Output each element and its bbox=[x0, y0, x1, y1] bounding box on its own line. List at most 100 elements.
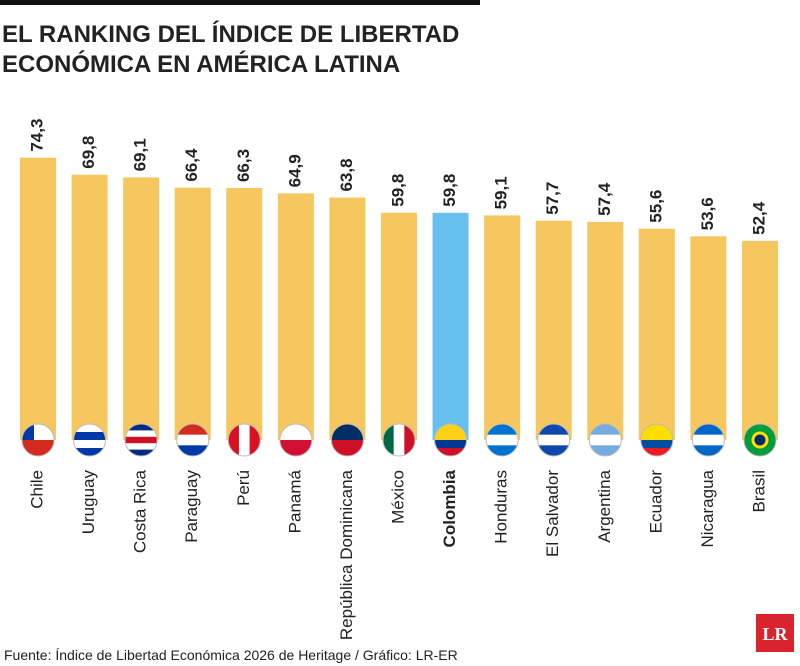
flag-border bbox=[330, 423, 364, 457]
flag-stripe bbox=[589, 445, 622, 456]
value-label: 63,8 bbox=[337, 158, 356, 191]
flag-stripe bbox=[331, 440, 364, 456]
flag-stripe bbox=[176, 445, 209, 456]
flag-border bbox=[279, 423, 313, 457]
bar bbox=[690, 236, 727, 440]
flag-stripe bbox=[125, 436, 158, 444]
flag-stripe bbox=[640, 432, 673, 441]
x-tick-label: Brasil bbox=[749, 470, 768, 513]
flag-stripe bbox=[404, 424, 415, 456]
flag-stripe bbox=[73, 448, 106, 456]
flag-stripe bbox=[125, 449, 158, 456]
flag-stripe bbox=[125, 443, 158, 451]
value-label: 57,4 bbox=[595, 182, 614, 216]
flag bbox=[331, 424, 364, 456]
bar bbox=[174, 187, 211, 440]
logo-box bbox=[756, 614, 794, 652]
bar bbox=[587, 221, 624, 440]
flag-stripe bbox=[589, 424, 622, 436]
x-tick-label: Colombia bbox=[440, 469, 459, 547]
flag-stripe bbox=[279, 424, 312, 441]
flag-stripe bbox=[382, 424, 395, 456]
flag-stripe bbox=[434, 448, 467, 456]
flag-stripe bbox=[486, 434, 519, 446]
bar bbox=[741, 240, 778, 440]
flag bbox=[279, 424, 312, 456]
flag-stripe bbox=[125, 424, 158, 431]
value-label: 59,8 bbox=[440, 174, 459, 207]
value-label: 57,7 bbox=[543, 182, 562, 215]
flag bbox=[589, 424, 622, 456]
x-tick-label: Uruguay bbox=[79, 470, 98, 535]
bar bbox=[535, 220, 572, 440]
flag-stripe bbox=[393, 424, 405, 456]
x-tick-label: Costa Rica bbox=[131, 469, 150, 553]
flag bbox=[537, 424, 570, 456]
flag bbox=[486, 424, 519, 456]
chart-title: EL RANKING DEL ÍNDICE DE LIBERTAD bbox=[2, 20, 459, 48]
flag bbox=[125, 424, 158, 456]
value-label: 53,6 bbox=[698, 197, 717, 230]
bar bbox=[226, 188, 263, 440]
flag-stripe bbox=[434, 432, 467, 441]
flag-stripe bbox=[176, 424, 209, 436]
flag-border bbox=[434, 423, 468, 457]
flag-border bbox=[227, 423, 261, 457]
flag-stripe bbox=[238, 424, 251, 456]
x-tick-label: Nicaragua bbox=[698, 469, 717, 547]
flag-border bbox=[691, 423, 725, 457]
flag-stripe bbox=[692, 434, 725, 446]
flag-border bbox=[485, 423, 519, 457]
chart-title: ECONÓMICA EN AMÉRICA LATINA bbox=[2, 50, 400, 78]
flag bbox=[22, 424, 54, 456]
flag-border bbox=[743, 423, 777, 457]
bar bbox=[123, 177, 160, 441]
top-rule bbox=[0, 0, 480, 5]
value-label: 69,1 bbox=[131, 138, 150, 171]
flag-border bbox=[537, 423, 571, 457]
x-tick-label: República Dominicana bbox=[337, 469, 356, 640]
flag-stripe bbox=[640, 424, 673, 433]
flag bbox=[176, 424, 209, 456]
flag-stripe bbox=[692, 445, 725, 456]
flag-stripe bbox=[640, 448, 673, 456]
flag bbox=[73, 424, 106, 456]
bar bbox=[277, 193, 314, 440]
value-label: 64,9 bbox=[285, 154, 304, 187]
value-label: 55,6 bbox=[646, 190, 665, 223]
flag-border bbox=[73, 423, 107, 457]
bar bbox=[380, 212, 417, 440]
x-tick-label: Panamá bbox=[285, 469, 304, 533]
flag-stripe bbox=[176, 434, 209, 446]
flag-stripe bbox=[486, 445, 519, 456]
logo: LR bbox=[762, 624, 788, 644]
flag-stripe bbox=[73, 432, 106, 441]
bar bbox=[71, 174, 108, 440]
x-tick-label: Perú bbox=[234, 470, 253, 506]
x-tick-label: Chile bbox=[27, 470, 46, 509]
bar bbox=[20, 157, 56, 440]
x-tick-label: Honduras bbox=[492, 470, 511, 544]
flag-stripe bbox=[331, 424, 364, 441]
flag-stripe bbox=[537, 434, 570, 446]
flag-stripe bbox=[73, 440, 106, 449]
flag-stripe bbox=[537, 424, 570, 436]
flag-stripe bbox=[434, 424, 467, 433]
value-label: 66,3 bbox=[234, 149, 253, 182]
value-label: 59,1 bbox=[492, 176, 511, 209]
x-tick-label: El Salvador bbox=[543, 470, 562, 557]
flag-stripe bbox=[22, 440, 54, 456]
flag-stripe bbox=[73, 424, 106, 433]
x-tick-label: Ecuador bbox=[646, 470, 665, 534]
flag-stripe bbox=[125, 430, 158, 438]
bar bbox=[432, 212, 469, 440]
flag-border bbox=[588, 423, 622, 457]
flag-stripe bbox=[589, 434, 622, 446]
bar bbox=[329, 197, 366, 440]
flag bbox=[228, 424, 261, 456]
value-label: 66,4 bbox=[182, 148, 201, 182]
flag bbox=[640, 424, 673, 456]
flag-border bbox=[382, 423, 416, 457]
flag-stripe bbox=[486, 424, 519, 436]
